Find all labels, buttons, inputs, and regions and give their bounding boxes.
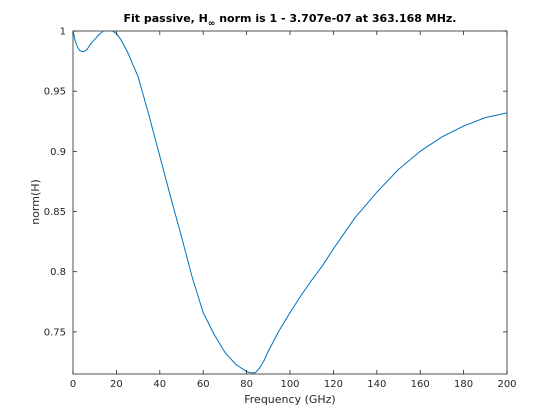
x-tick-label: 160 — [411, 379, 430, 390]
x-tick-label: 20 — [110, 379, 123, 390]
plot-area — [72, 30, 508, 375]
x-tick-label: 180 — [454, 379, 473, 390]
x-tick-label: 120 — [324, 379, 343, 390]
chart-title-rest: norm is 1 - 3.707e-07 at 363.168 MHz. — [215, 12, 456, 25]
chart-title: Fit passive, H∞ norm is 1 - 3.707e-07 at… — [124, 12, 457, 29]
y-tick-label: 1 — [60, 27, 66, 38]
x-tick-label: 100 — [280, 379, 299, 390]
x-axis-label: Frequency (GHz) — [244, 393, 335, 406]
x-tick-label: 0 — [70, 379, 76, 390]
x-tick-label: 60 — [197, 379, 210, 390]
x-axis-ticks: 0 20 40 60 80 100 120 140 160 180 200 — [70, 31, 517, 390]
y-tick-label: 0.95 — [44, 87, 66, 98]
x-tick-label: 140 — [367, 379, 386, 390]
chart-title-subscript: ∞ — [208, 19, 216, 29]
series-line — [73, 31, 507, 374]
y-tick-label: 0.8 — [50, 267, 66, 278]
data-layer — [73, 31, 507, 374]
y-axis-ticks: 0.75 0.8 0.85 0.9 0.95 1 — [44, 27, 507, 338]
chart-title-main: Fit passive, H — [124, 12, 208, 25]
x-tick-label: 80 — [240, 379, 253, 390]
y-tick-label: 0.9 — [50, 147, 66, 158]
x-tick-label: 200 — [497, 379, 516, 390]
y-axis-label: norm(H) — [29, 179, 42, 225]
y-tick-label: 0.75 — [44, 327, 66, 338]
y-tick-label: 0.85 — [44, 207, 66, 218]
x-tick-label: 40 — [153, 379, 166, 390]
